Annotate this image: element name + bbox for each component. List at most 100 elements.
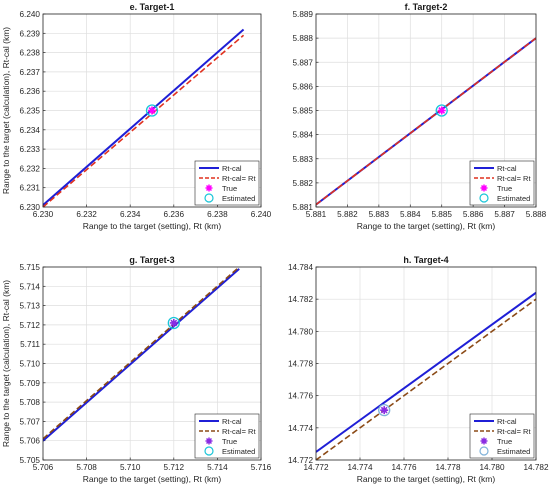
chart-panel-2: 5.881 5.882 5.883 5.884 5.885 5.886 5.887 5.888… [293, 2, 547, 231]
y-tick-label: 6.239 [20, 29, 41, 38]
y-tick-label: 6.234 [20, 126, 41, 135]
legend-label: True [497, 184, 512, 193]
y-tick-label: 5.706 [20, 437, 41, 446]
y-tick-label: 6.238 [20, 49, 41, 58]
y-tick-label: 5.885 [293, 107, 314, 116]
series-line [43, 267, 240, 440]
x-tick-label: 5.708 [76, 463, 97, 472]
legend-label: Rt-cal= Rt [222, 174, 256, 183]
legend-label: Estimated [497, 194, 530, 203]
x-tick-label: 14.772 [303, 463, 328, 472]
series-line [43, 28, 245, 206]
x-tick-label: 5.710 [120, 463, 141, 472]
series-line [316, 37, 536, 206]
x-tick-label: 14.776 [391, 463, 416, 472]
legend-label: True [222, 184, 237, 193]
y-tick-label: 5.709 [20, 379, 41, 388]
legend-swatch-star [205, 437, 213, 445]
y-tick-label: 14.782 [288, 295, 313, 304]
legend-label: True [497, 437, 512, 446]
chart-panel-3: 5.706 5.708 5.710 5.712 5.714 5.7165.7055.706… [1, 255, 272, 484]
y-tick-label: 5.711 [20, 340, 40, 349]
x-tick-label: 5.886 [463, 210, 484, 219]
x-tick-label: 5.884 [400, 210, 421, 219]
series-group [43, 267, 240, 442]
legend-label: Estimated [222, 447, 255, 456]
x-tick-label: 5.885 [431, 210, 452, 219]
x-axis-label: Range to the target (setting), Rt (km) [357, 221, 496, 231]
y-tick-label: 6.233 [20, 145, 41, 154]
x-tick-label: 6.232 [76, 210, 97, 219]
true-marker [437, 106, 446, 115]
series-line [316, 298, 536, 460]
y-tick-label: 14.774 [288, 424, 313, 433]
series-group [316, 37, 536, 206]
y-tick-label: 5.713 [20, 302, 41, 311]
x-axis-label: Range to the target (setting), Rt (km) [83, 221, 222, 231]
y-tick-label: 5.715 [20, 263, 41, 272]
legend-swatch-circle [204, 193, 214, 203]
true-marker [169, 318, 178, 327]
x-tick-label: 5.716 [251, 463, 272, 472]
x-tick-label: 6.240 [251, 210, 272, 219]
legend-swatch-star [480, 437, 488, 445]
y-tick-label: 5.881 [293, 203, 314, 212]
y-tick-label: 6.240 [20, 10, 41, 19]
chart-title: f. Target-2 [405, 2, 448, 12]
x-tick-label: 5.714 [207, 463, 228, 472]
legend-swatch-star [205, 184, 213, 192]
y-axis-label: Range to the target (calculation), Rt-ca… [1, 280, 11, 447]
legend-label: Estimated [497, 447, 530, 456]
y-tick-label: 14.776 [288, 392, 313, 401]
legend-label: Rt-cal= Rt [497, 174, 531, 183]
estimated-marker [435, 104, 448, 117]
x-tick-label: 5.881 [306, 210, 327, 219]
x-tick-label: 14.778 [435, 463, 460, 472]
series-line [43, 34, 245, 207]
legend-label: True [222, 437, 237, 446]
x-tick-label: 14.780 [479, 463, 504, 472]
true-marker [380, 406, 389, 415]
y-tick-label: 5.707 [20, 417, 41, 426]
x-tick-label: 5.887 [494, 210, 515, 219]
legend-label: Rt-cal [222, 164, 242, 173]
x-tick-label: 6.230 [33, 210, 54, 219]
y-tick-label: 6.232 [20, 164, 41, 173]
y-tick-label: 5.887 [293, 58, 314, 67]
y-tick-label: 5.882 [293, 179, 314, 188]
x-tick-label: 5.883 [369, 210, 390, 219]
y-tick-label: 14.784 [288, 263, 313, 272]
estimated-marker [167, 316, 180, 330]
axes-box [315, 13, 537, 208]
series-group [316, 291, 536, 460]
y-tick-label: 5.705 [20, 456, 41, 465]
legend-swatch-circle [479, 193, 489, 203]
legend-label: Estimated [222, 194, 255, 203]
y-tick-label: 5.712 [20, 321, 41, 330]
axes-box [42, 266, 262, 461]
legend-label: Rt-cal= Rt [222, 427, 256, 436]
x-tick-label: 6.234 [120, 210, 141, 219]
estimated-marker [145, 104, 159, 117]
x-tick-label: 14.782 [523, 463, 548, 472]
chart-title: e. Target-1 [130, 2, 175, 12]
x-tick-label: 5.706 [33, 463, 54, 472]
true-marker [148, 106, 156, 115]
legend-swatch-circle [479, 446, 489, 456]
legend-label: Rt-cal [497, 417, 517, 426]
series-line [316, 291, 536, 453]
legend-label: Rt-cal [497, 164, 517, 173]
legend-box [194, 160, 260, 206]
legend-swatch-star [480, 184, 488, 192]
chart-title: h. Target-4 [403, 255, 448, 265]
y-tick-label: 5.886 [293, 82, 314, 91]
y-tick-label: 14.772 [288, 456, 313, 465]
y-tick-label: 5.883 [293, 155, 314, 164]
y-tick-label: 5.889 [293, 10, 314, 19]
axes-box [315, 266, 537, 461]
x-tick-label: 14.774 [347, 463, 372, 472]
y-tick-label: 6.236 [20, 87, 41, 96]
y-tick-label: 5.714 [20, 282, 41, 291]
